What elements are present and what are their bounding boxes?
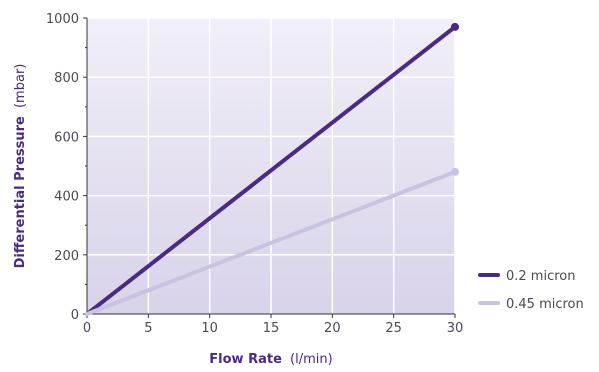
y-tick-label: 800: [54, 71, 79, 86]
x-tick-label: 5: [144, 321, 152, 336]
x-tick-label: 20: [324, 321, 341, 336]
y-tick-label: 1000: [46, 12, 79, 27]
y-tick-label: 600: [54, 130, 79, 145]
y-axis-title: Differential Pressure (mbar): [13, 64, 28, 269]
y-axis-title-bold: Differential Pressure: [13, 116, 28, 268]
series-line-0: [85, 24, 457, 316]
x-tick-label: 25: [385, 321, 402, 336]
series-lines: [85, 22, 459, 316]
x-tick-label: 30: [447, 321, 464, 336]
legend-label-0: 0.2 micron: [506, 269, 575, 284]
series-end-point-1: [451, 167, 459, 176]
legend-label-1: 0.45 micron: [506, 297, 584, 312]
x-tick-label: 10: [201, 321, 218, 336]
y-tick-label: 200: [54, 249, 79, 264]
x-tick-label: 0: [83, 321, 91, 336]
x-axis-title: Flow Rate (l/min): [209, 352, 332, 367]
series-line-1: [85, 169, 457, 316]
series-end-point-0: [451, 22, 459, 31]
x-axis-title-bold: Flow Rate: [209, 352, 282, 367]
tick-marks: 0 5 10 15 20 25 30 0 200 400 600 800 1000: [46, 12, 463, 336]
x-tick-label: 15: [263, 321, 280, 336]
x-axis-title-unit: (l/min): [290, 352, 333, 367]
y-tick-label: 0: [71, 308, 79, 323]
legend: 0.2 micron 0.45 micron: [478, 269, 584, 312]
y-tick-label: 400: [54, 190, 79, 205]
y-axis-title-unit: (mbar): [13, 64, 28, 108]
